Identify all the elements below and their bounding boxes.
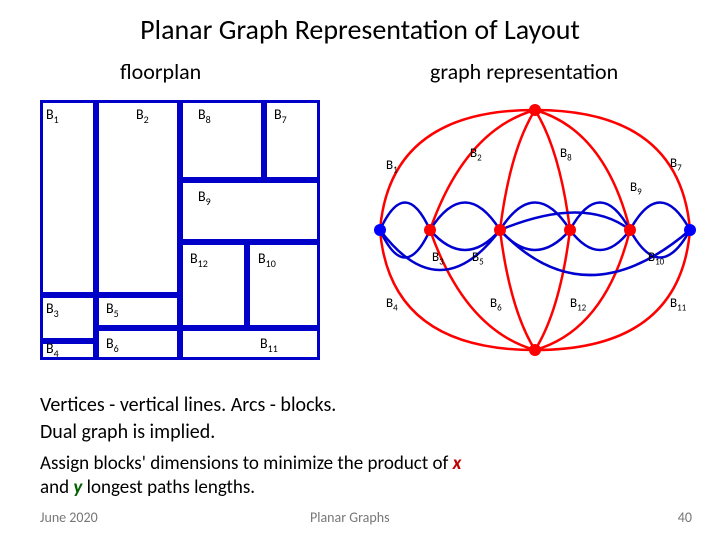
block-label-b2: B2 — [136, 106, 149, 126]
block-label-b10: B10 — [258, 250, 276, 270]
y-variable: y — [69, 476, 87, 499]
slide: Planar Graph Representation of Layout fl… — [0, 0, 720, 540]
arc-label-b2: B2 — [470, 146, 482, 164]
body2-mid: and — [40, 476, 69, 499]
arc-label-b10: B10 — [648, 250, 664, 268]
arc-label-b5: B5 — [472, 250, 484, 268]
block-label-b11: B11 — [260, 335, 278, 355]
block-label-b6: B6 — [106, 335, 119, 355]
block-label-b12: B12 — [190, 250, 208, 270]
body2-pre: Assign blocks' dimensions to minimize th… — [40, 452, 448, 475]
node-v1 — [424, 224, 436, 236]
arc-label-b7: B7 — [670, 156, 682, 174]
arc-label-b9: B9 — [630, 180, 642, 198]
arc-label-b4: B4 — [386, 296, 398, 314]
arc-label-b3: B3 — [432, 250, 444, 268]
right-heading: graph representation — [430, 58, 618, 85]
body2-post: longest paths lengths. — [87, 476, 256, 499]
arc-label-b11: B11 — [670, 296, 686, 314]
graph-arcs — [370, 100, 700, 360]
arc-5 — [500, 110, 535, 230]
arc-13 — [430, 203, 500, 231]
node-v3 — [564, 224, 576, 236]
block-label-b7: B7 — [274, 106, 287, 126]
block-label-b9: B9 — [198, 188, 211, 208]
block-label-b5: B5 — [106, 300, 119, 320]
node-R — [684, 224, 696, 236]
slide-title: Planar Graph Representation of Layout — [0, 12, 720, 47]
floorplan: B1 B2 B8 B7 B9 B12 B10 B3 B5 B11 B4 B6 — [40, 100, 320, 360]
arc-16 — [630, 203, 690, 231]
node-v4 — [624, 224, 636, 236]
block-label-b8: B8 — [198, 106, 211, 126]
footer-date: June 2020 — [40, 509, 98, 526]
block-b11 — [180, 328, 320, 360]
footer-topic: Planar Graphs — [310, 509, 390, 526]
node-top — [529, 104, 541, 116]
arc-12 — [380, 203, 430, 231]
arc-label-b12: B12 — [570, 296, 586, 314]
x-variable: x — [448, 452, 461, 475]
block-b8 — [180, 100, 264, 180]
left-heading: floorplan — [120, 58, 201, 85]
node-v2 — [494, 224, 506, 236]
footer-pagenum: 40 — [678, 509, 692, 526]
body1-line1: Vertices - vertical lines. Arcs - blocks… — [40, 392, 336, 419]
arc-label-b1: B1 — [386, 158, 398, 176]
body1-line2: Dual graph is implied. — [40, 419, 336, 446]
block-label-b3: B3 — [46, 300, 59, 320]
block-b1 — [40, 100, 96, 295]
node-L — [374, 224, 386, 236]
block-b2 — [96, 100, 180, 295]
block-label-b1: B1 — [46, 106, 59, 126]
graph: B1 B2 B8 B7 B9 B3 B5 B10 B4 B6 B12 B11 — [370, 100, 700, 360]
body-text-1: Vertices - vertical lines. Arcs - blocks… — [40, 392, 336, 446]
arc-label-b6: B6 — [490, 296, 502, 314]
arc-20 — [430, 230, 500, 250]
body-text-2: Assign blocks' dimensions to minimize th… — [40, 452, 461, 500]
arc-10 — [535, 230, 570, 350]
arc-label-b8: B8 — [560, 146, 572, 164]
arc-18 — [380, 230, 430, 258]
node-bottom — [529, 344, 541, 356]
block-label-b4: B4 — [46, 340, 59, 360]
arc-22 — [570, 230, 630, 250]
block-b7 — [264, 100, 320, 180]
